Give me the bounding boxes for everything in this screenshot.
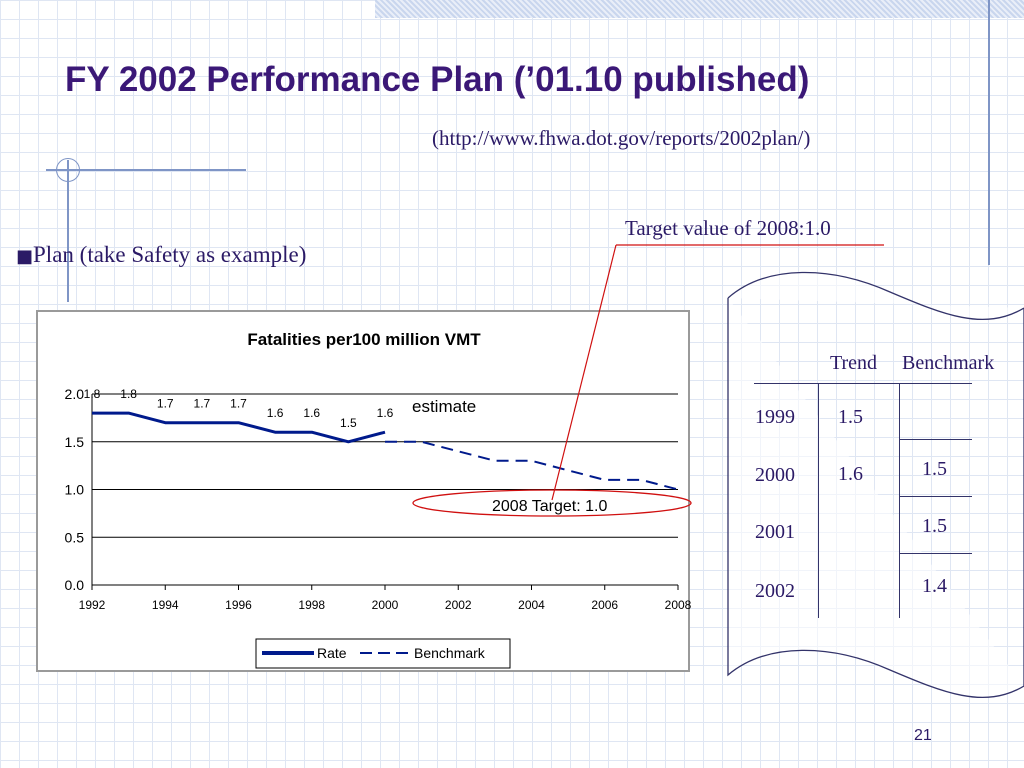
chart-title: Fatalities per100 million VMT [247,330,481,349]
table-header-benchmark: Benchmark [902,352,995,374]
bullet-point: ■Plan (take Safety as example) [16,242,306,268]
decorative-vertical-line [67,160,69,302]
table-year-2001: 2001 [755,521,795,543]
slide-title: FY 2002 Performance Plan (’01.10 publish… [65,60,810,99]
bullet-text: Plan (take Safety as example) [33,242,307,267]
y-tick-label: 2.0 [65,386,85,402]
data-label: 1.5 [340,416,357,430]
data-label: 1.8 [120,387,137,401]
y-tick-label: 1.0 [65,482,85,498]
table-rule [754,383,972,384]
table-rule [900,496,972,497]
table-rule [900,439,972,440]
data-label: 1.6 [303,406,320,420]
legend: Rate Benchmark [255,638,511,669]
table-trend-1999: 1.5 [838,406,863,428]
benchmark-series-line [385,440,679,491]
table-year-2002: 2002 [755,580,795,602]
x-tick-label: 1998 [298,598,325,612]
x-tick-label: 2002 [445,598,472,612]
table-divider [899,384,900,618]
chart-container: Fatalities per100 million VMT 0.0 0.5 1.0 1… [36,310,692,672]
table-benchmark-2002: 1.4 [922,575,947,597]
scroll-outline [727,271,1024,698]
x-tick-label: 2000 [372,598,399,612]
target-callout: Target value of 2008:1.0 [625,216,831,240]
x-tick-label: 1996 [225,598,252,612]
x-tick-label: 1992 [79,598,106,612]
table-year-2000: 2000 [755,464,795,486]
table-rule [900,553,972,554]
page-number: 21 [914,727,932,744]
table-divider [818,384,819,618]
target-annotation: 2008 Target: 1.0 [492,498,607,515]
data-label: 1.7 [230,397,247,411]
axes: 0.0 0.5 1.0 1.5 2.0 1992 1994 1996 1998 2000 2002 2… [65,386,692,612]
fatalities-chart: Fatalities per100 million VMT 0.0 0.5 1.0 1… [65,330,692,669]
x-tick-label: 2006 [591,598,618,612]
data-label: 1.6 [377,406,394,420]
data-label: 1.7 [157,397,174,411]
decorative-circle [56,158,80,182]
y-tick-label: 1.5 [65,434,85,450]
x-tick-label: 1994 [152,598,179,612]
decorative-horizontal-line [46,169,246,171]
table-benchmark-2000: 1.5 [922,458,947,480]
legend-benchmark-label: Benchmark [414,645,486,661]
data-label: 1.6 [267,406,284,420]
bullet-square-icon: ■ [16,246,34,267]
table-header-trend: Trend [830,352,878,374]
rate-series-line [92,411,386,444]
data-label: 1.8 [84,387,101,401]
data-labels: 1.8 1.8 1.7 1.7 1.7 1.6 1.6 1.5 1.6 [84,387,394,430]
y-tick-label: 0.5 [65,529,85,545]
decorative-top-band [375,0,1024,18]
legend-rate-label: Rate [317,645,347,661]
table-trend-2000: 1.6 [838,463,863,485]
table-benchmark-2001: 1.5 [922,515,947,537]
x-tick-label: 2008 [665,598,692,612]
series [92,411,679,491]
decorative-right-line [988,0,990,265]
report-url: (http://www.fhwa.dot.gov/reports/2002pla… [432,126,811,150]
y-tick-label: 0.0 [65,577,85,593]
data-label: 1.7 [194,397,211,411]
scroll-shape [727,271,1024,698]
table-year-1999: 1999 [755,406,795,428]
estimate-annotation: estimate [412,397,476,416]
x-tick-label: 2004 [518,598,545,612]
